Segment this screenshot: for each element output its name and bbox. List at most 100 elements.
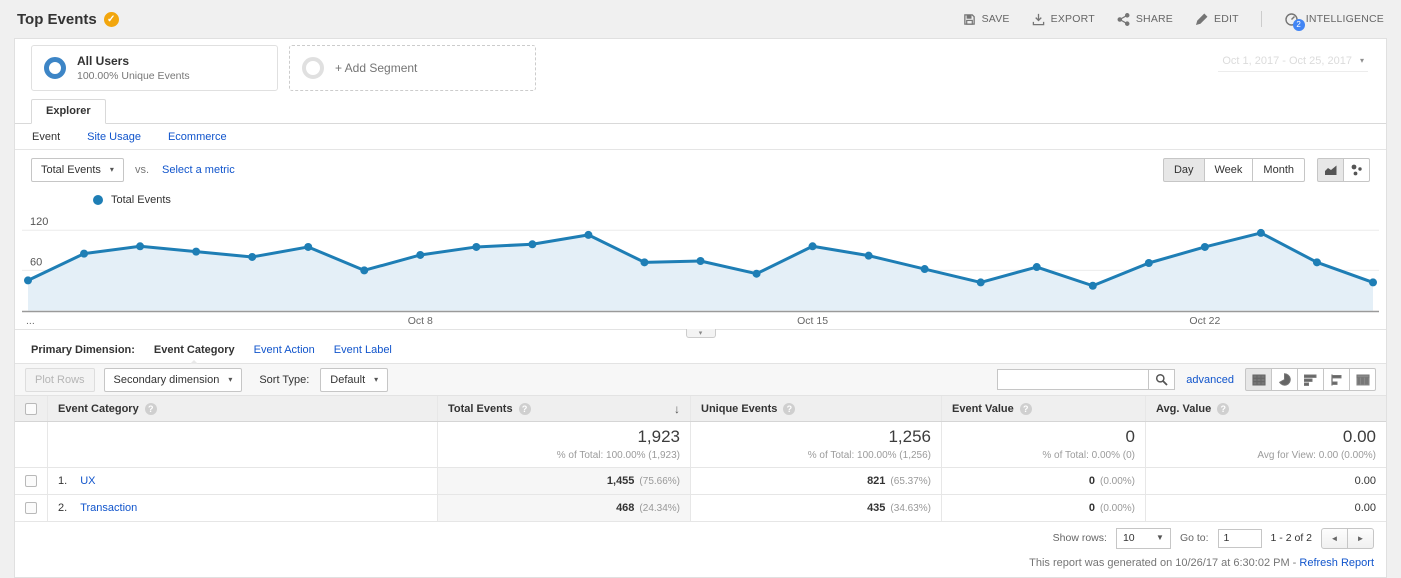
- dimension-event-category[interactable]: Event Category: [153, 344, 235, 364]
- comparison-view-button[interactable]: [1323, 368, 1350, 391]
- edit-button[interactable]: EDIT: [1195, 13, 1239, 26]
- cell-unique-events: 435 (34.63%): [690, 495, 941, 521]
- percentage-view-button[interactable]: [1271, 368, 1298, 391]
- subtab-site-usage[interactable]: Site Usage: [87, 130, 141, 143]
- report-generated-note: This report was generated on 10/26/17 at…: [1029, 557, 1374, 569]
- next-page-button[interactable]: ►: [1347, 527, 1374, 549]
- svg-text:60: 60: [30, 256, 42, 268]
- add-segment-button[interactable]: + Add Segment: [289, 45, 536, 91]
- table-view-toggle: [1245, 368, 1376, 391]
- table-search-input[interactable]: [997, 369, 1150, 390]
- cell-total-events: 1,455 (75.66%): [437, 468, 690, 494]
- help-icon[interactable]: ?: [783, 402, 796, 415]
- advanced-search-link[interactable]: advanced: [1186, 373, 1234, 386]
- show-rows-select[interactable]: 10 ▼: [1115, 527, 1171, 549]
- secondary-dimension-dropdown[interactable]: Secondary dimension ▾: [103, 367, 243, 392]
- summary-total-events: 1,923 % of Total: 100.00% (1,923): [437, 422, 690, 467]
- event-category-link[interactable]: UX: [80, 475, 96, 487]
- subtab-event[interactable]: Event: [32, 130, 61, 143]
- chart-legend: Total Events: [15, 190, 1386, 210]
- granularity-week-button[interactable]: Week: [1203, 158, 1254, 182]
- granularity-day-button[interactable]: Day: [1162, 158, 1205, 182]
- chart-collapse-handle[interactable]: ▾: [685, 329, 716, 338]
- help-icon[interactable]: ?: [1217, 402, 1230, 415]
- column-header-event-category[interactable]: Event Category ?: [47, 396, 437, 421]
- search-icon: [1155, 373, 1168, 386]
- column-header-unique-events[interactable]: Unique Events ?: [690, 396, 941, 421]
- search-button[interactable]: [1148, 369, 1176, 390]
- help-icon[interactable]: ?: [144, 402, 157, 415]
- cell-avg-value: 0.00: [1145, 468, 1386, 494]
- plot-rows-button[interactable]: Plot Rows: [25, 367, 95, 392]
- segments-bar: All Users 100.00% Unique Events + Add Se…: [15, 39, 1386, 99]
- pivot-view-button[interactable]: [1349, 368, 1376, 391]
- sort-type-dropdown[interactable]: Default ▾: [320, 367, 389, 392]
- cell-total-events: 468 (24.34%): [437, 495, 690, 521]
- pencil-icon: [1195, 13, 1208, 26]
- table-row: 1. UX 1,455 (75.66%) 821 (65.37%) 0 (0.0…: [15, 468, 1386, 495]
- segment-donut-icon: [44, 57, 66, 79]
- legend-dot-icon: [93, 195, 103, 205]
- row-rank: 1.: [58, 475, 68, 487]
- intelligence-icon: 2: [1284, 12, 1305, 31]
- intelligence-button[interactable]: 2 INTELLIGENCE: [1284, 12, 1384, 31]
- metric-dropdown[interactable]: Total Events ▾: [31, 158, 124, 182]
- event-category-link[interactable]: Transaction: [80, 502, 138, 514]
- x-axis-tick-label: Oct 8: [407, 315, 433, 327]
- dimension-event-action[interactable]: Event Action: [253, 344, 315, 356]
- summary-avg-value: 0.00 Avg for View: 0.00 (0.00%): [1145, 422, 1386, 467]
- select-all-checkbox[interactable]: [25, 402, 37, 415]
- share-button[interactable]: SHARE: [1117, 12, 1173, 26]
- dimension-event-label[interactable]: Event Label: [333, 344, 392, 356]
- primary-dimension-label: Primary Dimension:: [31, 344, 135, 356]
- data-view-button[interactable]: [1245, 368, 1272, 391]
- select-arrow-icon: ▼: [1156, 533, 1164, 542]
- bar-chart-icon: [1304, 374, 1317, 386]
- report-actions: SAVE EXPORT SHARE EDIT 2 INTELLIGENCE: [963, 11, 1384, 31]
- help-icon[interactable]: ?: [518, 402, 531, 415]
- row-checkbox[interactable]: [25, 502, 37, 514]
- legend-label: Total Events: [111, 194, 171, 206]
- metric-group-tabs: Event Site Usage Ecommerce: [15, 124, 1386, 150]
- pivot-table-icon: [1355, 373, 1370, 386]
- motion-chart-view-button[interactable]: [1343, 158, 1370, 182]
- performance-view-button[interactable]: [1297, 368, 1324, 391]
- granularity-month-button[interactable]: Month: [1252, 158, 1305, 182]
- cell-avg-value: 0.00: [1145, 495, 1386, 521]
- svg-text:120: 120: [30, 216, 48, 228]
- goto-label: Go to:: [1179, 532, 1209, 544]
- share-icon: [1117, 12, 1130, 26]
- column-header-avg-value[interactable]: Avg. Value ?: [1145, 396, 1386, 421]
- line-chart-icon: [1324, 164, 1338, 176]
- help-icon[interactable]: ?: [1019, 402, 1032, 415]
- segment-detail: 100.00% Unique Events: [77, 70, 190, 82]
- table-toolbar: Plot Rows Secondary dimension ▾ Sort Typ…: [15, 363, 1386, 396]
- x-axis-tick-label: Oct 22: [1189, 315, 1221, 327]
- chevron-down-icon: ▾: [109, 165, 114, 174]
- column-header-event-value[interactable]: Event Value ?: [941, 396, 1145, 421]
- top-bar: Top Events ✓ SAVE EXPORT SHARE EDIT 2 IN…: [0, 0, 1401, 38]
- prev-page-button[interactable]: ◄: [1321, 527, 1348, 549]
- tab-explorer[interactable]: Explorer: [31, 99, 106, 124]
- row-checkbox[interactable]: [25, 475, 37, 487]
- select-metric-link[interactable]: Select a metric: [162, 164, 235, 176]
- table-grid-icon: [1251, 373, 1266, 386]
- segment-donut-empty-icon: [302, 57, 324, 79]
- rows-range-label: 1 - 2 of 2: [1270, 532, 1312, 544]
- goto-page-input[interactable]: [1217, 528, 1262, 548]
- segment-all-users[interactable]: All Users 100.00% Unique Events: [31, 45, 278, 91]
- timeseries-chart[interactable]: 60 120: [22, 210, 1379, 314]
- chevron-down-icon: ▾: [228, 374, 233, 384]
- export-button[interactable]: EXPORT: [1032, 13, 1095, 26]
- date-range-picker[interactable]: Oct 1, 2017 - Oct 25, 2017 ▾: [1218, 55, 1368, 72]
- summary-unique-events: 1,256 % of Total: 100.00% (1,256): [690, 422, 941, 467]
- line-chart-view-button[interactable]: [1317, 158, 1344, 182]
- subtab-ecommerce[interactable]: Ecommerce: [167, 130, 227, 143]
- save-button[interactable]: SAVE: [963, 13, 1010, 26]
- table-summary-row: 1,923 % of Total: 100.00% (1,923) 1,256 …: [15, 422, 1386, 468]
- chevron-down-icon: ▾: [698, 329, 703, 337]
- cell-unique-events: 821 (65.37%): [690, 468, 941, 494]
- refresh-report-link[interactable]: Refresh Report: [1299, 557, 1374, 569]
- add-segment-label: + Add Segment: [335, 61, 418, 75]
- column-header-total-events[interactable]: Total Events ? ↓: [437, 396, 690, 421]
